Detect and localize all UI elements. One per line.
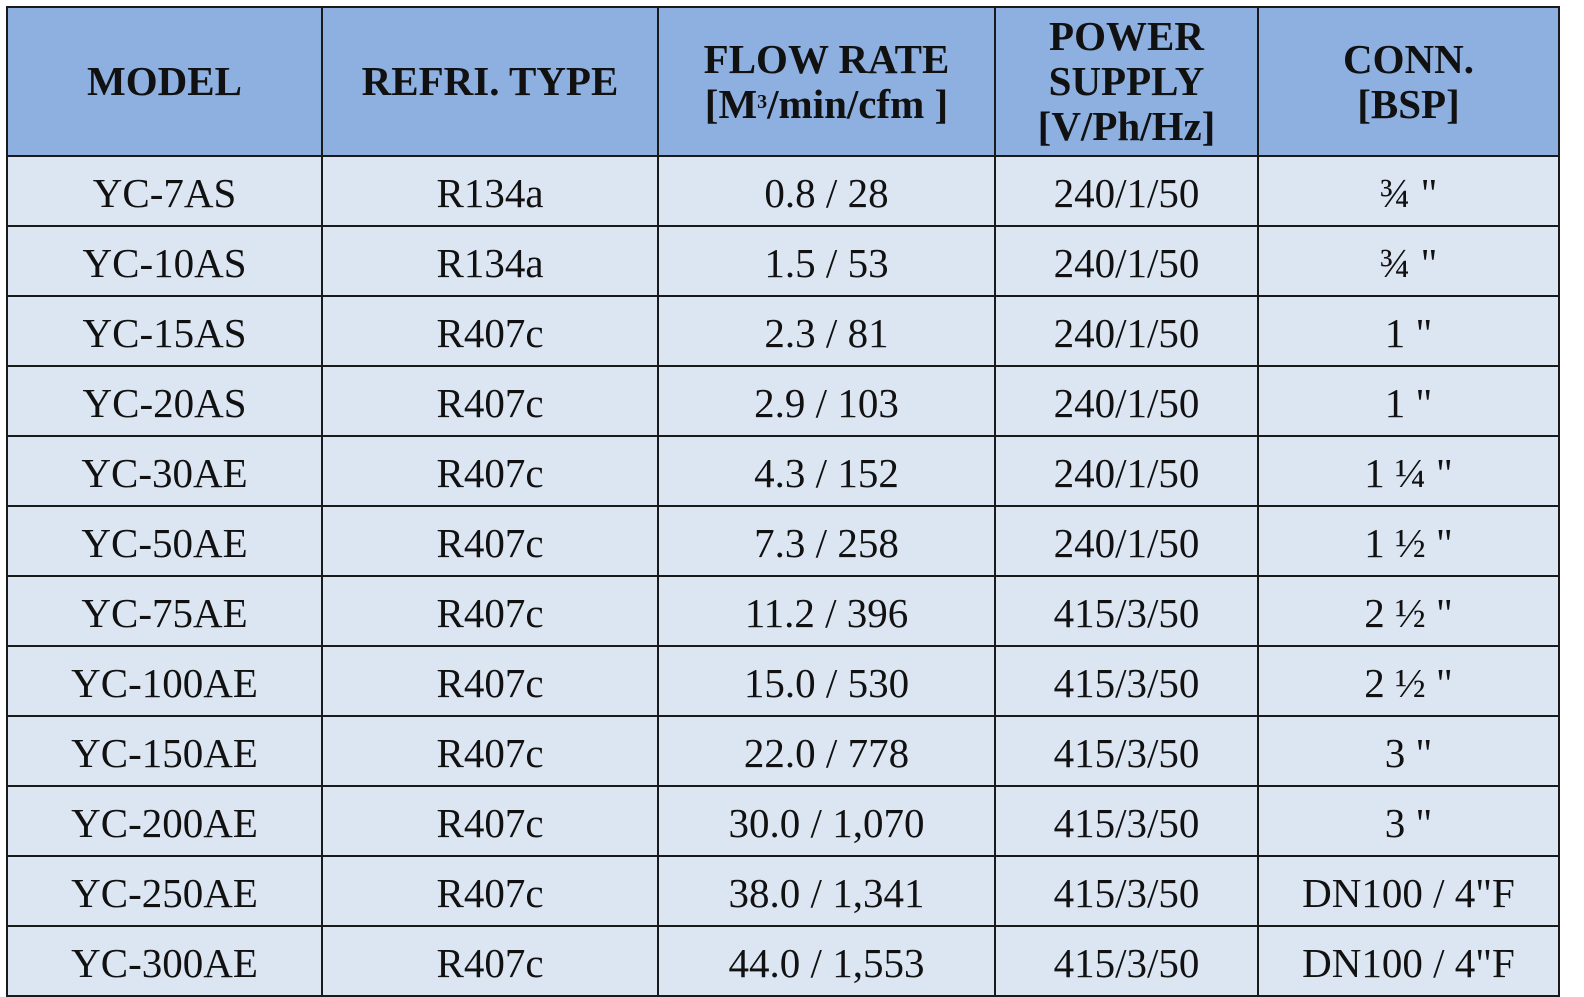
table-row: YC-75AE R407c 11.2 / 396 415/3/50 2 ½ ": [6, 575, 1560, 647]
cell-refri-type: R407c: [321, 785, 659, 857]
cell-conn: 2 ½ ": [1257, 575, 1560, 647]
header-power-supply-line1: POWER: [1049, 13, 1204, 59]
cell-model: YC-15AS: [6, 295, 323, 367]
cell-conn: DN100 / 4"F: [1257, 925, 1560, 997]
header-flow-rate: FLOW RATE [M3/min/cfm ]: [657, 6, 996, 157]
header-power-supply-line2: SUPPLY: [1048, 58, 1205, 104]
table-row: YC-7AS R134a 0.8 / 28 240/1/50 ¾ ": [6, 155, 1560, 227]
cell-conn: DN100 / 4"F: [1257, 855, 1560, 927]
cell-flow-rate: 1.5 / 53: [657, 225, 996, 297]
cell-flow-rate: 38.0 / 1,341: [657, 855, 996, 927]
cell-power-supply: 240/1/50: [994, 365, 1259, 437]
cell-conn: 1 ": [1257, 295, 1560, 367]
header-flow-rate-unit: [M3/min/cfm ]: [660, 80, 993, 127]
table-row: YC-250AE R407c 38.0 / 1,341 415/3/50 DN1…: [6, 855, 1560, 927]
cell-refri-type: R407c: [321, 715, 659, 787]
cell-flow-rate: 0.8 / 28: [657, 155, 996, 227]
cell-model: YC-50AE: [6, 505, 323, 577]
header-refri-type: REFRI. TYPE: [321, 6, 659, 157]
cell-model: YC-100AE: [6, 645, 323, 717]
cell-model: YC-75AE: [6, 575, 323, 647]
cell-flow-rate: 2.3 / 81: [657, 295, 996, 367]
cell-conn: 3 ": [1257, 785, 1560, 857]
table-row: YC-300AE R407c 44.0 / 1,553 415/3/50 DN1…: [6, 925, 1560, 997]
cell-model: YC-300AE: [6, 925, 323, 997]
cell-model: YC-150AE: [6, 715, 323, 787]
cell-flow-rate: 44.0 / 1,553: [657, 925, 996, 997]
spec-table: MODEL REFRI. TYPE FLOW RATE [M3/min/cfm …: [6, 6, 1560, 997]
table-row: YC-30AE R407c 4.3 / 152 240/1/50 1 ¼ ": [6, 435, 1560, 507]
cell-power-supply: 240/1/50: [994, 155, 1259, 227]
cell-flow-rate: 15.0 / 530: [657, 645, 996, 717]
cell-model: YC-200AE: [6, 785, 323, 857]
header-power-supply: POWER SUPPLY [V/Ph/Hz]: [994, 6, 1259, 157]
header-conn: CONN. [BSP]: [1257, 6, 1560, 157]
header-flow-rate-unit-exponent: 3: [757, 90, 768, 113]
cell-power-supply: 240/1/50: [994, 435, 1259, 507]
cell-power-supply: 415/3/50: [994, 715, 1259, 787]
cell-power-supply: 240/1/50: [994, 225, 1259, 297]
cell-conn: ¾ ": [1257, 225, 1560, 297]
cell-conn: 3 ": [1257, 715, 1560, 787]
cell-power-supply: 240/1/50: [994, 505, 1259, 577]
cell-power-supply: 415/3/50: [994, 925, 1259, 997]
cell-conn: 1 ": [1257, 365, 1560, 437]
header-flow-rate-unit-close: /min/cfm ]: [767, 80, 949, 127]
cell-power-supply: 240/1/50: [994, 295, 1259, 367]
header-power-supply-line3: [V/Ph/Hz]: [1037, 103, 1216, 149]
table-row: YC-20AS R407c 2.9 / 103 240/1/50 1 ": [6, 365, 1560, 437]
cell-model: YC-10AS: [6, 225, 323, 297]
cell-refri-type: R407c: [321, 365, 659, 437]
cell-model: YC-7AS: [6, 155, 323, 227]
table-row: YC-15AS R407c 2.3 / 81 240/1/50 1 ": [6, 295, 1560, 367]
cell-power-supply: 415/3/50: [994, 785, 1259, 857]
header-refri-type-label: REFRI. TYPE: [361, 58, 619, 104]
header-model-label: MODEL: [87, 58, 242, 104]
cell-refri-type: R134a: [321, 155, 659, 227]
table-row: YC-10AS R134a 1.5 / 53 240/1/50 ¾ ": [6, 225, 1560, 297]
header-model: MODEL: [6, 6, 323, 157]
table-row: YC-200AE R407c 30.0 / 1,070 415/3/50 3 ": [6, 785, 1560, 857]
cell-power-supply: 415/3/50: [994, 575, 1259, 647]
cell-power-supply: 415/3/50: [994, 645, 1259, 717]
cell-flow-rate: 7.3 / 258: [657, 505, 996, 577]
header-flow-rate-unit-open: [M: [704, 80, 758, 127]
cell-refri-type: R407c: [321, 925, 659, 997]
cell-refri-type: R407c: [321, 435, 659, 507]
cell-flow-rate: 2.9 / 103: [657, 365, 996, 437]
table-row: YC-100AE R407c 15.0 / 530 415/3/50 2 ½ ": [6, 645, 1560, 717]
cell-refri-type: R407c: [321, 505, 659, 577]
cell-conn: 2 ½ ": [1257, 645, 1560, 717]
cell-refri-type: R407c: [321, 575, 659, 647]
cell-model: YC-250AE: [6, 855, 323, 927]
header-conn-line1: CONN.: [1343, 35, 1474, 82]
header-flow-rate-line1: FLOW RATE: [703, 35, 950, 82]
cell-flow-rate: 4.3 / 152: [657, 435, 996, 507]
table-row: YC-150AE R407c 22.0 / 778 415/3/50 3 ": [6, 715, 1560, 787]
cell-refri-type: R407c: [321, 855, 659, 927]
cell-refri-type: R134a: [321, 225, 659, 297]
header-conn-line2: [BSP]: [1357, 80, 1460, 127]
cell-refri-type: R407c: [321, 645, 659, 717]
cell-flow-rate: 30.0 / 1,070: [657, 785, 996, 857]
cell-conn: 1 ¼ ": [1257, 435, 1560, 507]
cell-flow-rate: 11.2 / 396: [657, 575, 996, 647]
cell-power-supply: 415/3/50: [994, 855, 1259, 927]
cell-model: YC-20AS: [6, 365, 323, 437]
cell-model: YC-30AE: [6, 435, 323, 507]
cell-conn: 1 ½ ": [1257, 505, 1560, 577]
cell-conn: ¾ ": [1257, 155, 1560, 227]
header-row: MODEL REFRI. TYPE FLOW RATE [M3/min/cfm …: [6, 6, 1560, 157]
cell-flow-rate: 22.0 / 778: [657, 715, 996, 787]
cell-refri-type: R407c: [321, 295, 659, 367]
table-row: YC-50AE R407c 7.3 / 258 240/1/50 1 ½ ": [6, 505, 1560, 577]
